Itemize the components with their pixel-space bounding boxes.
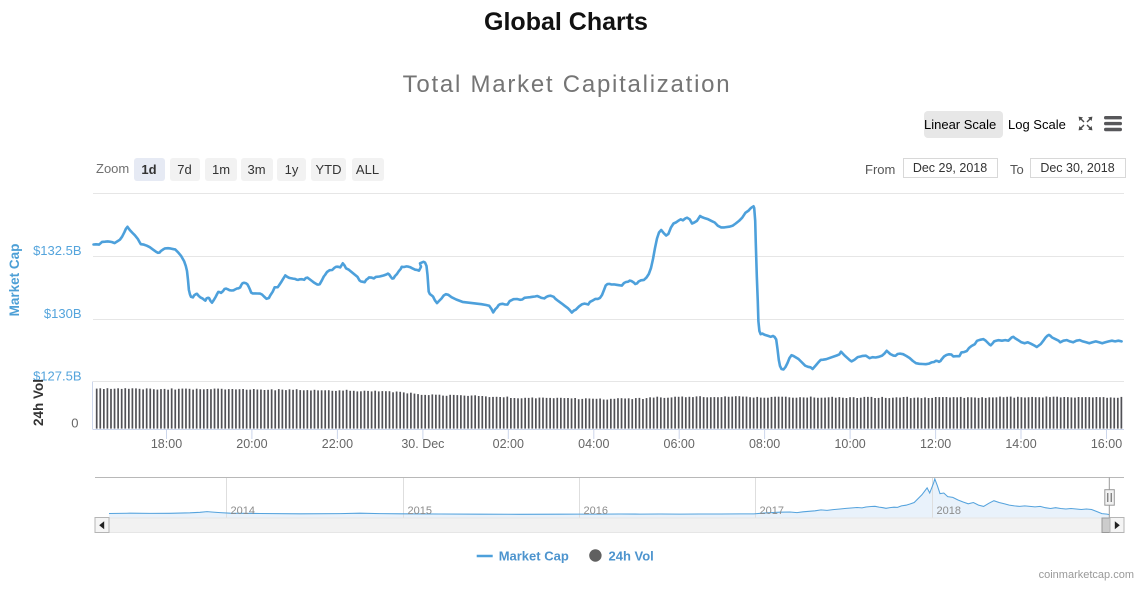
svg-text:12:00: 12:00 [920,437,951,451]
svg-text:10:00: 10:00 [834,437,865,451]
svg-text:18:00: 18:00 [151,437,182,451]
svg-text:02:00: 02:00 [493,437,524,451]
svg-text:2018: 2018 [937,505,961,517]
svg-text:16:00: 16:00 [1091,437,1122,451]
svg-text:Market Cap: Market Cap [7,244,22,317]
svg-text:20:00: 20:00 [236,437,267,451]
svg-text:$127.5B: $127.5B [33,368,81,383]
svg-text:24h Vol: 24h Vol [31,379,46,426]
svg-text:2014: 2014 [231,505,255,517]
svg-text:2017: 2017 [760,505,784,517]
svg-text:30. Dec: 30. Dec [401,437,444,451]
svg-text:coinmarketcap.com: coinmarketcap.com [1039,569,1134,581]
svg-text:$132.5B: $132.5B [33,243,81,258]
svg-text:22:00: 22:00 [322,437,353,451]
svg-text:24h Vol: 24h Vol [609,549,654,564]
svg-text:06:00: 06:00 [664,437,695,451]
svg-text:0: 0 [71,415,78,430]
svg-text:08:00: 08:00 [749,437,780,451]
svg-text:2016: 2016 [584,505,608,517]
svg-text:2015: 2015 [408,505,432,517]
svg-text:$130B: $130B [44,306,82,321]
svg-text:14:00: 14:00 [1005,437,1036,451]
svg-text:04:00: 04:00 [578,437,609,451]
svg-text:Market Cap: Market Cap [499,549,569,564]
